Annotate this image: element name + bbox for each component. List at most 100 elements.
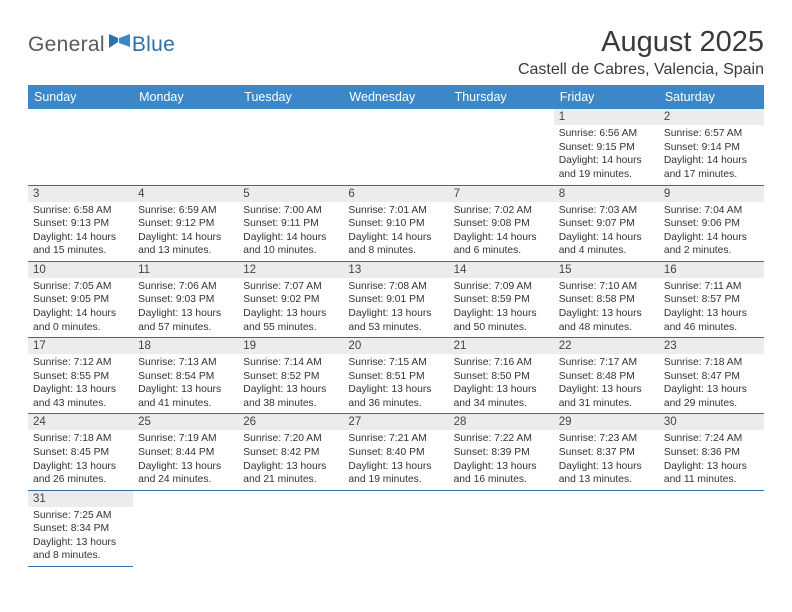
day-line: and 46 minutes. xyxy=(664,321,759,335)
day-body: Sunrise: 7:07 AMSunset: 9:02 PMDaylight:… xyxy=(238,278,343,337)
day-line: and 50 minutes. xyxy=(454,321,549,335)
weekday-header: Friday xyxy=(554,85,659,109)
day-line: and 36 minutes. xyxy=(348,397,443,411)
day-line: and 43 minutes. xyxy=(33,397,128,411)
day-body: Sunrise: 7:11 AMSunset: 8:57 PMDaylight:… xyxy=(659,278,764,337)
day-line: and 10 minutes. xyxy=(243,244,338,258)
day-line: Daylight: 13 hours xyxy=(454,383,549,397)
day-number: 29 xyxy=(554,414,659,430)
day-line: Daylight: 13 hours xyxy=(243,307,338,321)
day-number: 16 xyxy=(659,262,764,278)
day-number: 6 xyxy=(343,186,448,202)
day-body: Sunrise: 7:17 AMSunset: 8:48 PMDaylight:… xyxy=(554,354,659,413)
day-line: Sunrise: 7:19 AM xyxy=(138,432,233,446)
calendar-cell: 26Sunrise: 7:20 AMSunset: 8:42 PMDayligh… xyxy=(238,414,343,490)
day-line: Daylight: 14 hours xyxy=(138,231,233,245)
day-line: Daylight: 13 hours xyxy=(559,307,654,321)
day-line: and 38 minutes. xyxy=(243,397,338,411)
weekday-header: Tuesday xyxy=(238,85,343,109)
day-number: 3 xyxy=(28,186,133,202)
day-line: Sunrise: 7:12 AM xyxy=(33,356,128,370)
day-body: Sunrise: 6:58 AMSunset: 9:13 PMDaylight:… xyxy=(28,202,133,261)
day-line: Daylight: 14 hours xyxy=(243,231,338,245)
calendar-cell: 22Sunrise: 7:17 AMSunset: 8:48 PMDayligh… xyxy=(554,338,659,414)
day-line: Sunrise: 7:04 AM xyxy=(664,204,759,218)
day-line: Sunset: 9:11 PM xyxy=(243,217,338,231)
day-line: and 17 minutes. xyxy=(664,168,759,182)
day-line: Sunset: 9:02 PM xyxy=(243,293,338,307)
day-number: 8 xyxy=(554,186,659,202)
calendar-cell xyxy=(238,109,343,185)
day-line: Daylight: 13 hours xyxy=(664,460,759,474)
day-line: Sunset: 8:45 PM xyxy=(33,446,128,460)
calendar-cell xyxy=(343,490,448,566)
day-line: and 29 minutes. xyxy=(664,397,759,411)
day-line: Daylight: 14 hours xyxy=(33,231,128,245)
calendar-cell: 31Sunrise: 7:25 AMSunset: 8:34 PMDayligh… xyxy=(28,490,133,566)
calendar-row: 17Sunrise: 7:12 AMSunset: 8:55 PMDayligh… xyxy=(28,338,764,414)
day-line: Sunrise: 7:16 AM xyxy=(454,356,549,370)
day-body: Sunrise: 7:23 AMSunset: 8:37 PMDaylight:… xyxy=(554,430,659,489)
day-line: Sunset: 9:14 PM xyxy=(664,141,759,155)
day-line: Daylight: 13 hours xyxy=(348,307,443,321)
day-number: 26 xyxy=(238,414,343,430)
day-body: Sunrise: 7:15 AMSunset: 8:51 PMDaylight:… xyxy=(343,354,448,413)
calendar-row: 24Sunrise: 7:18 AMSunset: 8:45 PMDayligh… xyxy=(28,414,764,490)
day-line: Sunset: 8:59 PM xyxy=(454,293,549,307)
day-line: and 0 minutes. xyxy=(33,321,128,335)
day-line: Sunset: 8:58 PM xyxy=(559,293,654,307)
logo-text-general: General xyxy=(28,33,105,57)
day-number: 2 xyxy=(659,109,764,125)
day-number: 27 xyxy=(343,414,448,430)
location: Castell de Cabres, Valencia, Spain xyxy=(518,61,764,79)
day-line: Sunrise: 7:25 AM xyxy=(33,509,128,523)
calendar-cell xyxy=(449,490,554,566)
calendar-cell xyxy=(343,109,448,185)
day-line: Daylight: 13 hours xyxy=(664,383,759,397)
day-line: Daylight: 14 hours xyxy=(664,231,759,245)
day-line: Sunrise: 7:23 AM xyxy=(559,432,654,446)
day-line: and 24 minutes. xyxy=(138,473,233,487)
calendar-cell: 28Sunrise: 7:22 AMSunset: 8:39 PMDayligh… xyxy=(449,414,554,490)
day-number: 22 xyxy=(554,338,659,354)
calendar-cell: 10Sunrise: 7:05 AMSunset: 9:05 PMDayligh… xyxy=(28,261,133,337)
flag-icon xyxy=(108,32,132,55)
day-line: Sunrise: 7:13 AM xyxy=(138,356,233,370)
calendar-cell: 24Sunrise: 7:18 AMSunset: 8:45 PMDayligh… xyxy=(28,414,133,490)
day-line: Sunrise: 7:17 AM xyxy=(559,356,654,370)
day-line: Sunset: 8:57 PM xyxy=(664,293,759,307)
calendar-cell: 27Sunrise: 7:21 AMSunset: 8:40 PMDayligh… xyxy=(343,414,448,490)
day-line: and 11 minutes. xyxy=(664,473,759,487)
day-line: Sunset: 8:55 PM xyxy=(33,370,128,384)
day-line: and 16 minutes. xyxy=(454,473,549,487)
day-line: Sunset: 8:47 PM xyxy=(664,370,759,384)
calendar-cell xyxy=(554,490,659,566)
day-line: and 4 minutes. xyxy=(559,244,654,258)
calendar-cell: 20Sunrise: 7:15 AMSunset: 8:51 PMDayligh… xyxy=(343,338,448,414)
day-line: and 13 minutes. xyxy=(559,473,654,487)
day-line: Sunset: 9:12 PM xyxy=(138,217,233,231)
calendar-cell: 30Sunrise: 7:24 AMSunset: 8:36 PMDayligh… xyxy=(659,414,764,490)
day-line: and 21 minutes. xyxy=(243,473,338,487)
calendar-cell: 13Sunrise: 7:08 AMSunset: 9:01 PMDayligh… xyxy=(343,261,448,337)
day-line: Sunset: 9:15 PM xyxy=(559,141,654,155)
day-line: Sunrise: 7:02 AM xyxy=(454,204,549,218)
day-line: Sunset: 8:37 PM xyxy=(559,446,654,460)
day-line: Sunrise: 7:20 AM xyxy=(243,432,338,446)
calendar-cell: 11Sunrise: 7:06 AMSunset: 9:03 PMDayligh… xyxy=(133,261,238,337)
day-line: Daylight: 14 hours xyxy=(348,231,443,245)
day-line: Sunset: 8:36 PM xyxy=(664,446,759,460)
day-line: Sunrise: 7:00 AM xyxy=(243,204,338,218)
calendar-cell xyxy=(659,490,764,566)
day-line: Sunset: 8:48 PM xyxy=(559,370,654,384)
day-line: Sunrise: 6:58 AM xyxy=(33,204,128,218)
day-line: Sunset: 8:42 PM xyxy=(243,446,338,460)
day-line: Sunset: 9:13 PM xyxy=(33,217,128,231)
day-line: Daylight: 13 hours xyxy=(559,460,654,474)
day-body: Sunrise: 7:01 AMSunset: 9:10 PMDaylight:… xyxy=(343,202,448,261)
day-line: Sunrise: 6:57 AM xyxy=(664,127,759,141)
day-line: and 15 minutes. xyxy=(33,244,128,258)
day-body: Sunrise: 7:14 AMSunset: 8:52 PMDaylight:… xyxy=(238,354,343,413)
calendar-cell xyxy=(28,109,133,185)
calendar-cell xyxy=(449,109,554,185)
